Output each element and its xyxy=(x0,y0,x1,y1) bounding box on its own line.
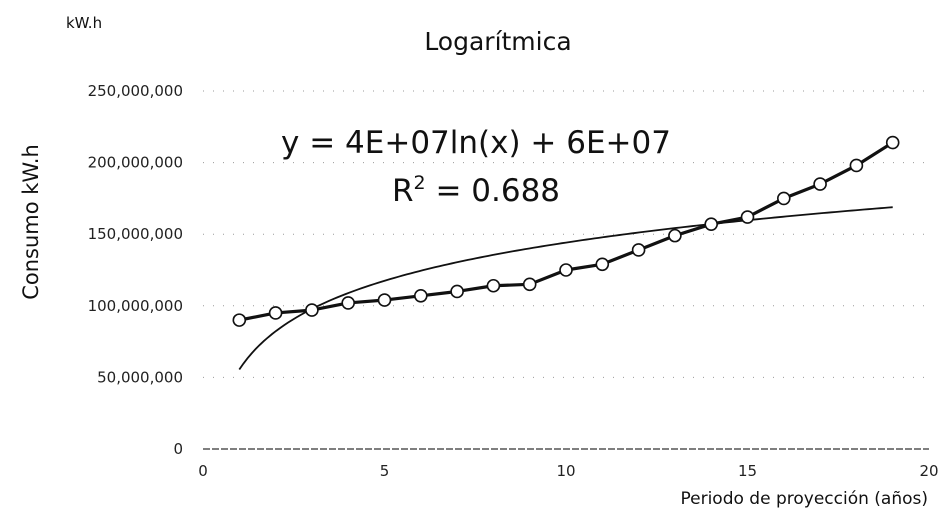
r-squared-label: R2 = 0.688 xyxy=(392,172,560,209)
y-tick-label: 150,000,000 xyxy=(88,225,183,243)
data-point xyxy=(377,293,392,307)
x-tick-label: 5 xyxy=(380,462,390,480)
x-axis-label: Periodo de proyección (años) xyxy=(680,489,928,509)
unit-label: kW.h xyxy=(66,14,102,32)
data-point xyxy=(595,257,610,272)
data-point xyxy=(740,210,755,224)
data-point xyxy=(450,284,464,299)
r-squared-superscript: 2 xyxy=(414,172,426,194)
x-tick-label: 0 xyxy=(198,462,208,480)
data-point xyxy=(522,277,537,292)
data-point xyxy=(486,278,501,293)
grid-layer xyxy=(203,90,929,450)
data-point xyxy=(813,177,827,191)
data-point xyxy=(631,243,646,257)
data-point xyxy=(232,313,247,327)
data-point xyxy=(341,296,356,310)
series-line xyxy=(238,141,894,322)
chart-title: Logarítmica xyxy=(424,27,571,56)
x-tick-label: 20 xyxy=(919,462,938,480)
r-squared-suffix: = 0.688 xyxy=(426,173,560,209)
data-point xyxy=(305,303,319,317)
data-point xyxy=(559,263,573,277)
trendline-layer xyxy=(238,206,893,371)
y-tick-label: 200,000,000 xyxy=(88,154,183,172)
data-point xyxy=(704,217,719,231)
data-point xyxy=(668,228,682,243)
y-axis-label: Consumo kW.h xyxy=(19,144,43,300)
data-point xyxy=(268,306,283,320)
data-point xyxy=(885,135,900,150)
r-squared-prefix: R xyxy=(392,173,414,209)
y-tick-label: 250,000,000 xyxy=(88,82,183,100)
x-tick-label: 10 xyxy=(556,462,575,480)
trendline-equation: y = 4E+07ln(x) + 6E+07 xyxy=(281,125,671,161)
y-tick-label: 0 xyxy=(173,440,183,458)
data-point xyxy=(776,191,791,206)
logarithmic-trendline xyxy=(238,206,893,371)
series-layer xyxy=(232,135,900,327)
data-point xyxy=(849,158,864,173)
x-tick-label: 15 xyxy=(738,462,757,480)
tick-label-layer: 0 50,000,000 100,000,000 150,000,000 200,000… xyxy=(88,82,939,480)
y-tick-label: 100,000,000 xyxy=(88,297,183,315)
data-point xyxy=(413,288,428,303)
y-tick-label: 50,000,000 xyxy=(97,368,183,386)
